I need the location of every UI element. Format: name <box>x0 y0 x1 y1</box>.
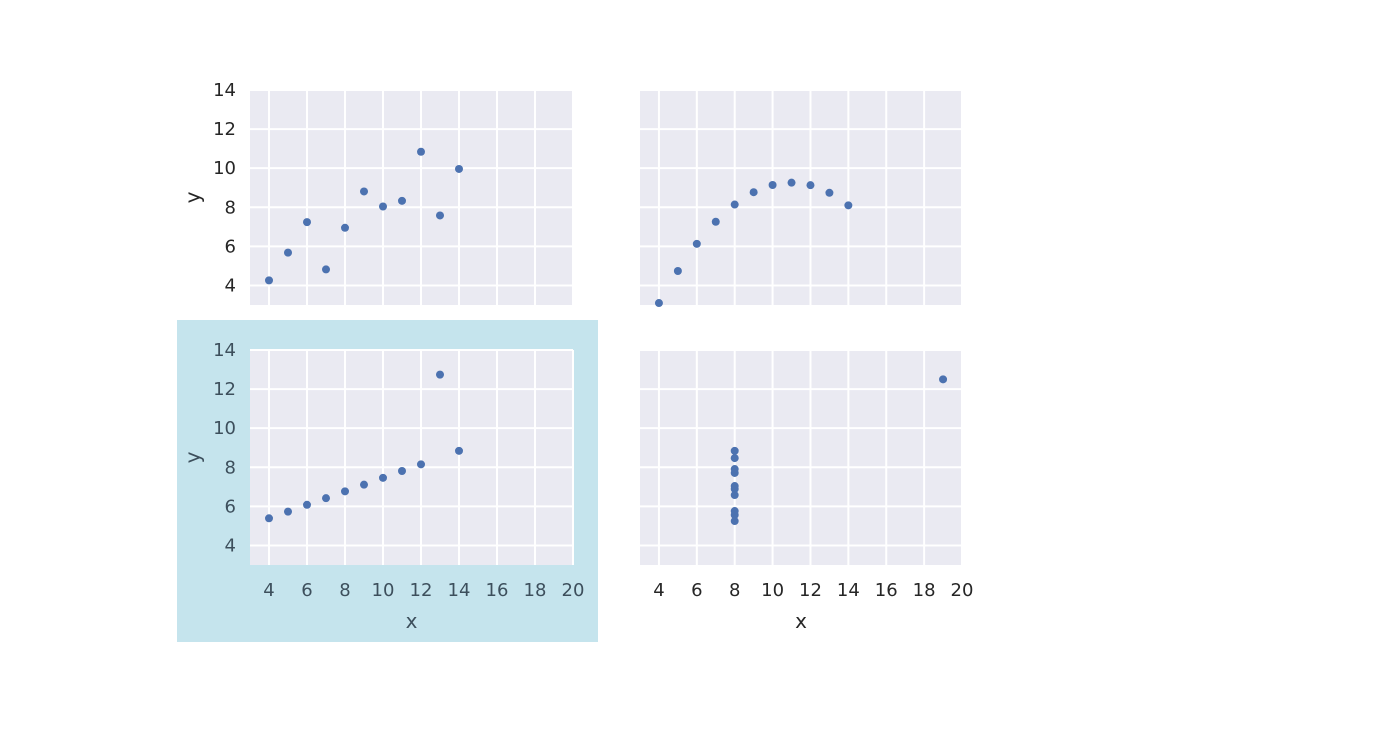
x-tick-label: 8 <box>729 580 740 601</box>
x-tick-label: 14 <box>837 580 860 601</box>
scatter-point <box>379 473 387 482</box>
scatter-point <box>825 188 834 197</box>
scatter-point <box>417 460 425 469</box>
x-tick-label: 20 <box>562 580 585 601</box>
plot-area <box>640 350 962 565</box>
x-tick-label: 16 <box>486 580 509 601</box>
x-tick-label: 4 <box>263 580 274 601</box>
x-tick-label: 10 <box>372 580 395 601</box>
x-tick-label: 10 <box>761 580 784 601</box>
scatter-point <box>436 211 444 220</box>
scatter-point <box>417 147 425 156</box>
facet-bottom-left[interactable]: 4 6 8 10 12 14 4 6 8 10 12 14 16 18 20 y x <box>181 340 585 633</box>
y-tick-label: 4 <box>225 535 236 556</box>
x-tick-label: 14 <box>448 580 471 601</box>
scatter-point <box>398 196 406 205</box>
scatter-point <box>730 517 739 526</box>
scatter-point <box>455 164 463 173</box>
facet-top-right[interactable] <box>640 89 963 308</box>
scatter-point <box>360 480 368 489</box>
x-axis-label: x <box>795 609 807 633</box>
x-tick-label: 12 <box>410 580 433 601</box>
scatter-point <box>749 188 758 197</box>
x-tick-label: 12 <box>799 580 822 601</box>
scatter-point <box>787 178 796 187</box>
scatter-point <box>768 180 777 189</box>
x-axis-label: x <box>406 609 418 633</box>
scatter-point <box>265 514 273 523</box>
y-tick-label: 14 <box>213 340 236 361</box>
y-tick-label: 12 <box>213 379 236 400</box>
x-tick-label: 18 <box>524 580 547 601</box>
scatter-point <box>692 239 701 248</box>
y-axis-label: y <box>181 451 205 463</box>
y-tick-label: 4 <box>225 275 236 296</box>
scatter-point <box>455 446 463 455</box>
plot-area <box>250 350 573 565</box>
scatter-point <box>379 202 387 211</box>
scatter-point <box>654 299 663 308</box>
scatter-point <box>284 507 292 516</box>
y-tick-label: 14 <box>213 80 236 101</box>
x-tick-label: 20 <box>951 580 974 601</box>
plot-area <box>250 90 573 305</box>
y-tick-label: 6 <box>225 236 236 257</box>
scatter-point <box>673 266 682 275</box>
scatter-point <box>730 200 739 209</box>
y-tick-label: 6 <box>225 496 236 517</box>
x-tick-label: 8 <box>339 580 350 601</box>
scatter-point <box>303 218 311 227</box>
scatter-point <box>341 487 349 496</box>
x-tick-label: 4 <box>653 580 664 601</box>
scatter-point <box>939 375 948 384</box>
y-axis-label: y <box>181 191 205 203</box>
scatter-point <box>303 500 311 509</box>
scatter-point <box>322 494 330 503</box>
scatter-point <box>730 454 739 463</box>
y-tick-label: 8 <box>225 197 236 218</box>
scatter-point <box>730 491 739 500</box>
scatter-point <box>844 201 853 210</box>
scatter-point <box>730 510 739 519</box>
y-tick-label: 10 <box>213 158 236 179</box>
scatter-point <box>806 181 815 190</box>
x-tick-label: 6 <box>691 580 702 601</box>
x-tick-label: 6 <box>301 580 312 601</box>
scatter-point <box>322 265 330 274</box>
scatter-point <box>284 248 292 257</box>
scatter-point <box>711 217 720 226</box>
scatter-point <box>436 370 444 379</box>
x-tick-label: 18 <box>913 580 936 601</box>
scatter-point <box>730 484 739 493</box>
scatter-point <box>730 465 739 474</box>
scatter-point <box>730 446 739 455</box>
x-tick-label: 16 <box>875 580 898 601</box>
y-tick-label: 12 <box>213 119 236 140</box>
scatter-point <box>360 187 368 196</box>
facet-top-left[interactable]: 4 6 8 10 12 14 y <box>181 80 574 305</box>
y-tick-label: 8 <box>225 457 236 478</box>
plot-area <box>640 90 962 305</box>
scatter-point <box>265 276 273 285</box>
scatter-point <box>341 223 349 232</box>
scatter-point <box>398 466 406 475</box>
facet-bottom-right[interactable]: 4 6 8 10 12 14 16 18 20 x <box>640 349 974 633</box>
y-tick-label: 10 <box>213 418 236 439</box>
